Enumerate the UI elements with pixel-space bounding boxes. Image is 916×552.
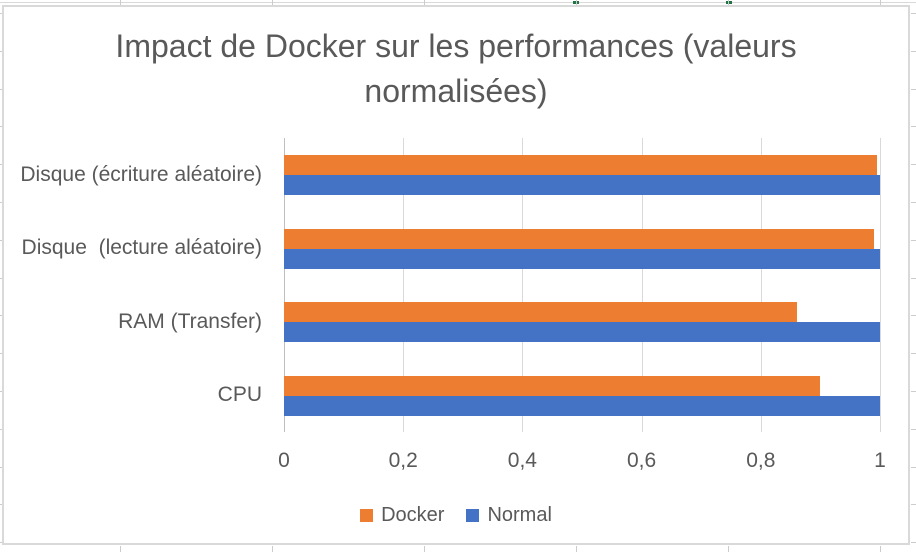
category-label: CPU [217,383,262,407]
column-gridline-stub [120,0,121,5]
row-gridline-stub [911,13,916,14]
plot-area [284,138,881,432]
row-gridline-stub [0,240,2,241]
category-axis-line [284,138,285,432]
column-gridline-stub [424,546,425,552]
row-gridline-stub [911,429,916,430]
header-row-line [0,2,916,3]
row-gridline-stub [911,391,916,392]
row-gridline-stub [911,542,916,543]
gridline [880,138,881,432]
row-gridline-stub [911,504,916,505]
legend-swatch-icon [360,508,374,522]
column-gridline-stub [120,546,121,552]
chart-title-text: Impact de Docker sur les performances (v… [115,28,797,109]
legend-item-normal: Normal [466,503,552,527]
category-label: Disque (lecture aléatoire) [21,236,262,260]
row-gridline-stub [0,315,2,316]
row-gridline-stub [0,164,2,165]
gridline [760,138,762,432]
row-gridline-stub [0,391,2,392]
header-selection-mark [726,1,732,4]
row-gridline-stub [0,89,2,90]
column-gridline-stub [728,546,729,552]
row-gridline-stub [911,164,916,165]
column-gridline-stub [576,0,577,5]
category-label: Disque (écriture aléatoire) [20,162,262,186]
row-gridline-stub [0,51,2,52]
row-gridline-stub [0,202,2,203]
legend-label: Docker [381,504,445,526]
x-tick-label: 0 [278,449,290,472]
gridline [641,138,643,432]
x-tick-label: 1 [874,449,886,472]
x-tick-label: 0,4 [507,449,537,472]
row-gridline-stub [911,51,916,52]
category-label: RAM (Transfer) [118,309,262,333]
row-gridline-stub [0,126,2,127]
x-tick-label: 0,2 [388,449,418,472]
column-gridline-stub [272,546,273,552]
column-gridline-stub [272,0,273,5]
chart-area[interactable]: Impact de Docker sur les performances (v… [2,5,910,545]
row-gridline-stub [0,429,2,430]
row-gridline-stub [911,278,916,279]
chart-title: Impact de Docker sur les performances (v… [4,24,908,114]
row-gridline-stub [0,504,2,505]
legend: Docker Normal [4,503,908,527]
x-tick-label: 0,8 [746,449,776,472]
bar-normal-2 [284,322,880,342]
row-gridline-stub [911,126,916,127]
gridline [522,138,524,432]
x-tick-label: 0,6 [626,449,657,472]
legend-item-docker: Docker [360,503,444,527]
legend-label: Normal [487,504,552,526]
column-gridline-stub [576,546,577,552]
row-gridline-stub [911,202,916,203]
bar-docker-0 [284,155,877,175]
row-gridline-stub [0,353,2,354]
column-gridline-stub [880,546,881,552]
row-gridline-stub [911,89,916,90]
bar-docker-3 [284,375,820,396]
row-gridline-stub [911,240,916,241]
bar-normal-1 [284,248,880,269]
row-gridline-stub [911,467,916,468]
row-gridline-stub [911,315,916,316]
bar-normal-3 [284,395,880,416]
column-gridline-stub [424,0,425,5]
bar-docker-1 [284,228,874,249]
bar-docker-2 [284,302,797,322]
row-gridline-stub [0,542,2,543]
row-gridline-stub [0,467,2,468]
row-gridline-stub [911,353,916,354]
legend-swatch-icon [466,508,480,522]
bar-normal-0 [284,175,880,195]
row-gridline-stub [0,278,2,279]
column-gridline-stub [728,0,729,5]
row-gridline-stub [0,13,2,14]
gridline [403,138,405,432]
column-gridline-stub [880,0,881,5]
